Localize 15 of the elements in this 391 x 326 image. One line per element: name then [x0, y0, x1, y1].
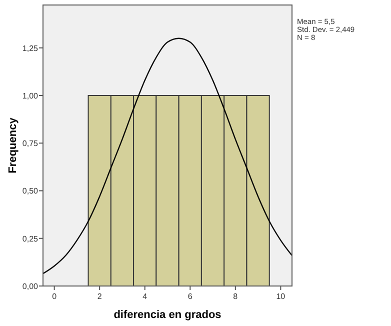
- x-tick-label: 0: [52, 292, 58, 301]
- y-tick-label: 0,00: [22, 282, 39, 291]
- line-series: [43, 38, 292, 274]
- x-tick-label: 4: [142, 292, 148, 301]
- x-tick-label: 10: [276, 292, 286, 301]
- y-tick-label: 0,25: [22, 234, 39, 244]
- y-tick-label: 1,00: [22, 91, 39, 100]
- y-tick-label: 0,75: [22, 139, 39, 148]
- x-tick-label: 8: [233, 292, 238, 301]
- x-tick-label: 6: [188, 292, 193, 301]
- y-tick-label: 1,25: [22, 44, 39, 53]
- y-tick-label: 0,50: [22, 186, 39, 196]
- y-axis-title: Frequency: [7, 116, 19, 174]
- x-axis-title: diferencia en grados: [114, 309, 222, 321]
- x-tick-label: 2: [97, 292, 102, 301]
